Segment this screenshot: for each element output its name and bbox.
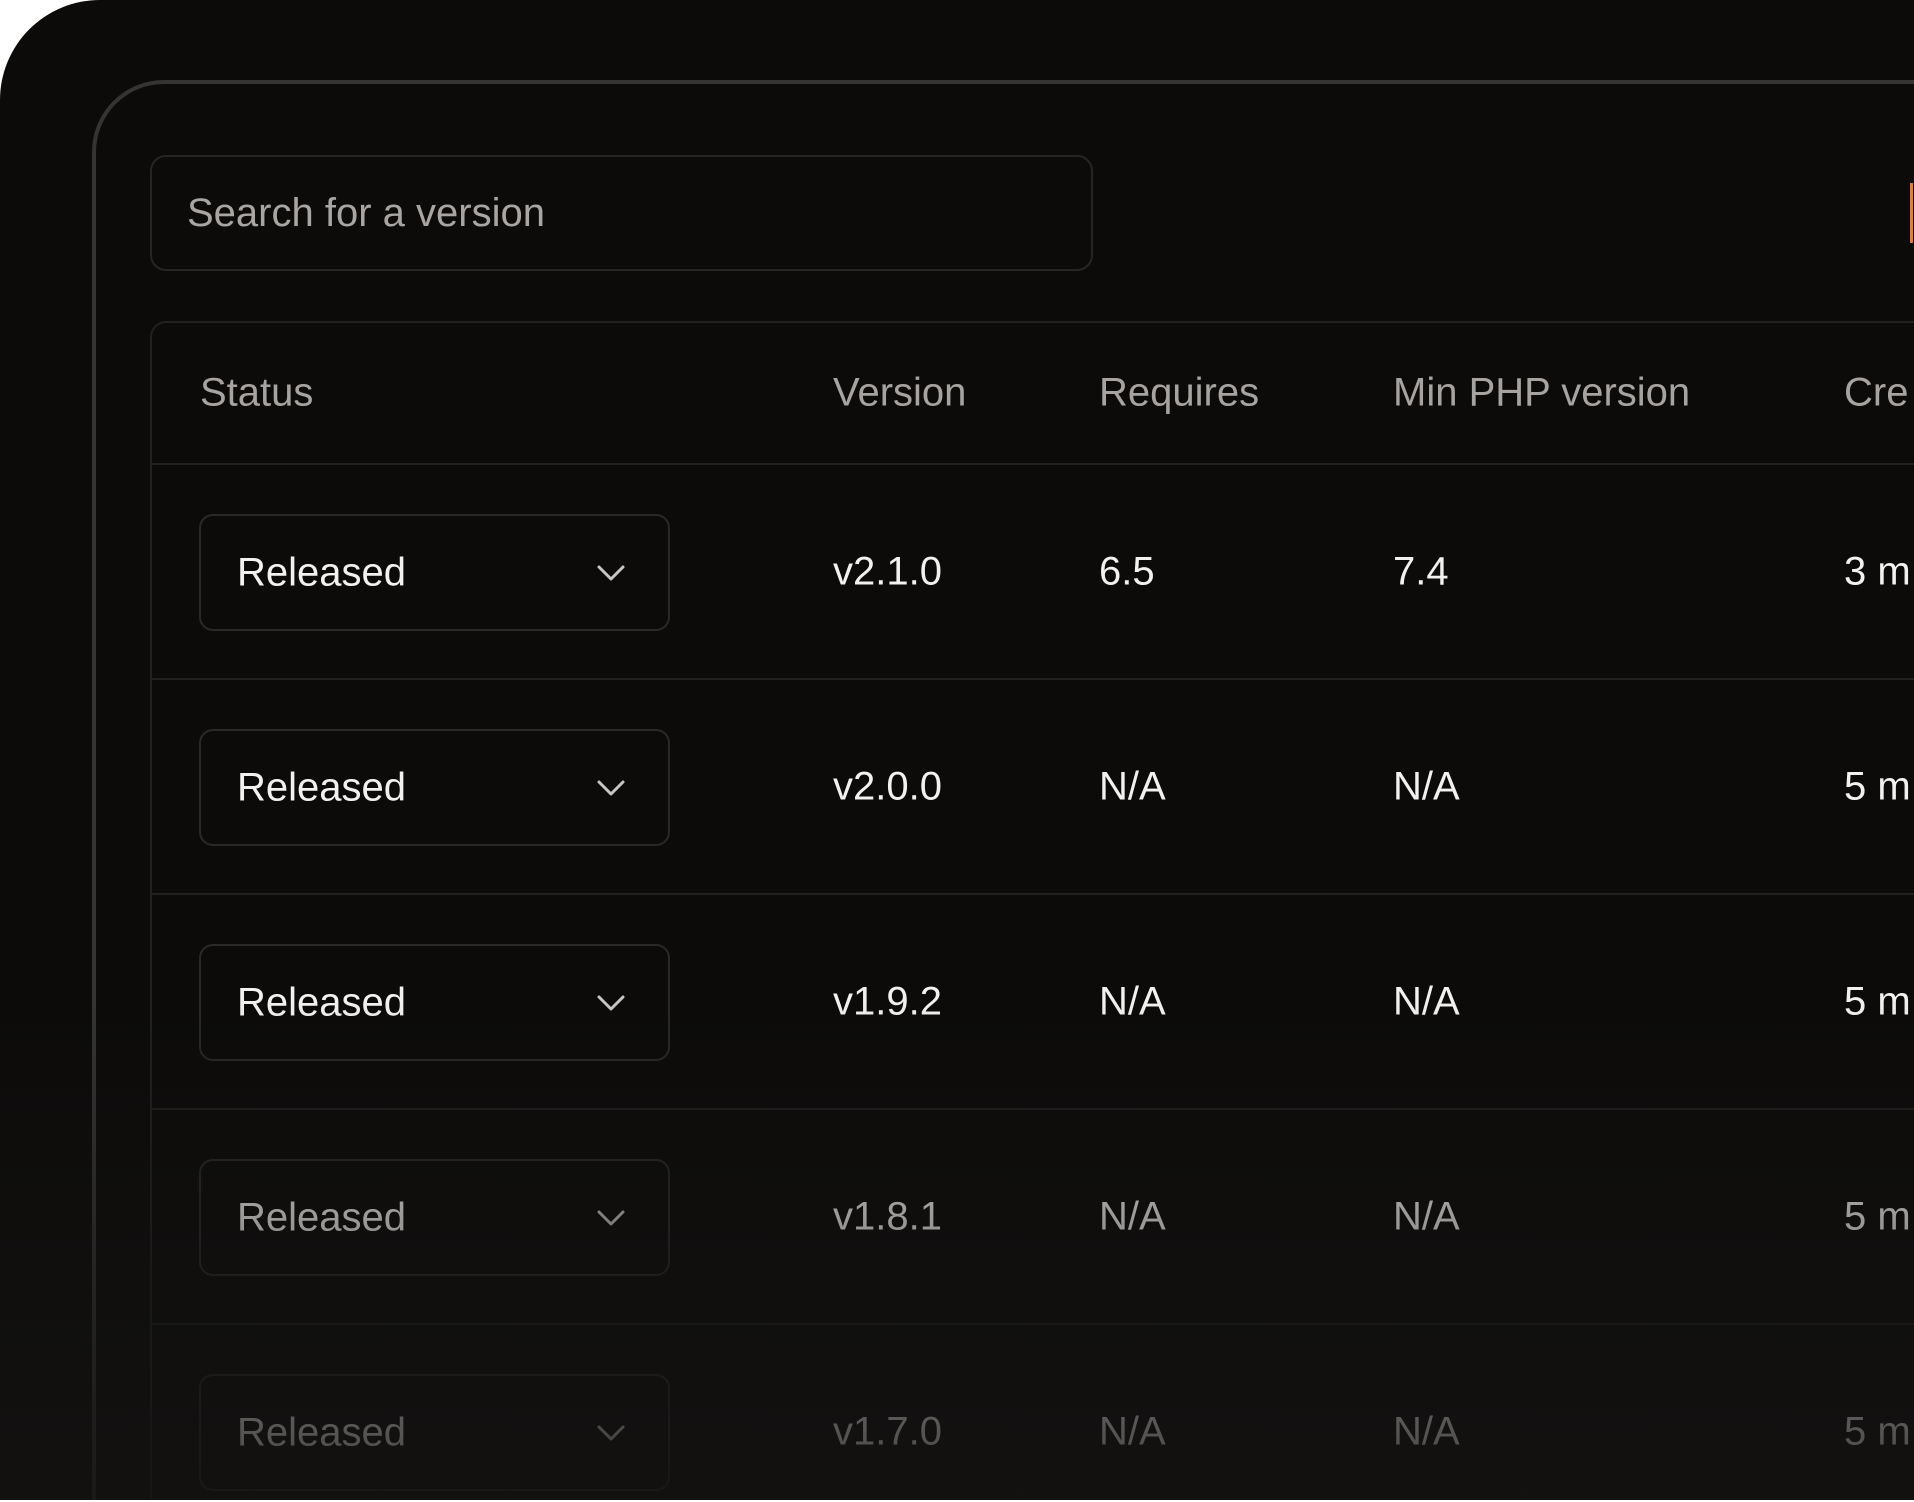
created-cell: 5 m bbox=[1844, 1194, 1911, 1239]
version-cell: v1.9.2 bbox=[833, 979, 942, 1024]
header-status[interactable]: Status bbox=[200, 370, 314, 415]
table-row: Released v2.0.0 N/A N/A 5 m bbox=[152, 680, 1914, 895]
versions-table: Status Version Requires Min PHP version … bbox=[150, 321, 1914, 1500]
primary-action-button[interactable] bbox=[1910, 183, 1914, 243]
created-cell: 5 m bbox=[1844, 979, 1911, 1024]
min-php-cell: N/A bbox=[1393, 764, 1460, 809]
requires-cell: N/A bbox=[1099, 764, 1166, 809]
version-cell: v1.7.0 bbox=[833, 1409, 942, 1454]
header-min-php[interactable]: Min PHP version bbox=[1393, 370, 1691, 415]
min-php-cell: N/A bbox=[1393, 979, 1460, 1024]
table-row: Released v1.7.0 N/A N/A 5 m bbox=[152, 1325, 1914, 1502]
status-select[interactable]: Released bbox=[199, 1374, 670, 1491]
header-requires[interactable]: Requires bbox=[1099, 370, 1260, 415]
version-cell: v2.1.0 bbox=[833, 549, 942, 594]
requires-cell: N/A bbox=[1099, 1409, 1166, 1454]
table-row: Released v2.1.0 6.5 7.4 3 m bbox=[152, 465, 1914, 680]
chevron-down-icon bbox=[597, 565, 625, 580]
min-php-cell: N/A bbox=[1393, 1194, 1460, 1239]
created-cell: 3 m bbox=[1844, 549, 1911, 594]
status-select[interactable]: Released bbox=[199, 944, 670, 1061]
search-input[interactable] bbox=[150, 155, 1093, 271]
chevron-down-icon bbox=[597, 1425, 625, 1440]
requires-cell: N/A bbox=[1099, 1194, 1166, 1239]
requires-cell: 6.5 bbox=[1099, 549, 1155, 594]
table-row: Released v1.8.1 N/A N/A 5 m bbox=[152, 1110, 1914, 1325]
created-cell: 5 m bbox=[1844, 764, 1911, 809]
status-select-value: Released bbox=[237, 550, 407, 594]
min-php-cell: 7.4 bbox=[1393, 549, 1449, 594]
status-select-value: Released bbox=[237, 980, 407, 1024]
status-select-value: Released bbox=[237, 1410, 407, 1454]
status-select[interactable]: Released bbox=[199, 514, 670, 631]
header-version[interactable]: Version bbox=[833, 370, 967, 415]
version-cell: v1.8.1 bbox=[833, 1194, 942, 1239]
table-row: Released v1.9.2 N/A N/A 5 m bbox=[152, 895, 1914, 1110]
header-created[interactable]: Cre bbox=[1844, 370, 1909, 415]
chevron-down-icon bbox=[597, 780, 625, 795]
min-php-cell: N/A bbox=[1393, 1409, 1460, 1454]
version-cell: v2.0.0 bbox=[833, 764, 942, 809]
chevron-down-icon bbox=[597, 995, 625, 1010]
status-select[interactable]: Released bbox=[199, 729, 670, 846]
requires-cell: N/A bbox=[1099, 979, 1166, 1024]
status-select-value: Released bbox=[237, 1195, 407, 1239]
created-cell: 5 m bbox=[1844, 1409, 1911, 1454]
status-select-value: Released bbox=[237, 765, 407, 809]
status-select[interactable]: Released bbox=[199, 1159, 670, 1276]
table-header: Status Version Requires Min PHP version … bbox=[152, 323, 1914, 465]
chevron-down-icon bbox=[597, 1210, 625, 1225]
